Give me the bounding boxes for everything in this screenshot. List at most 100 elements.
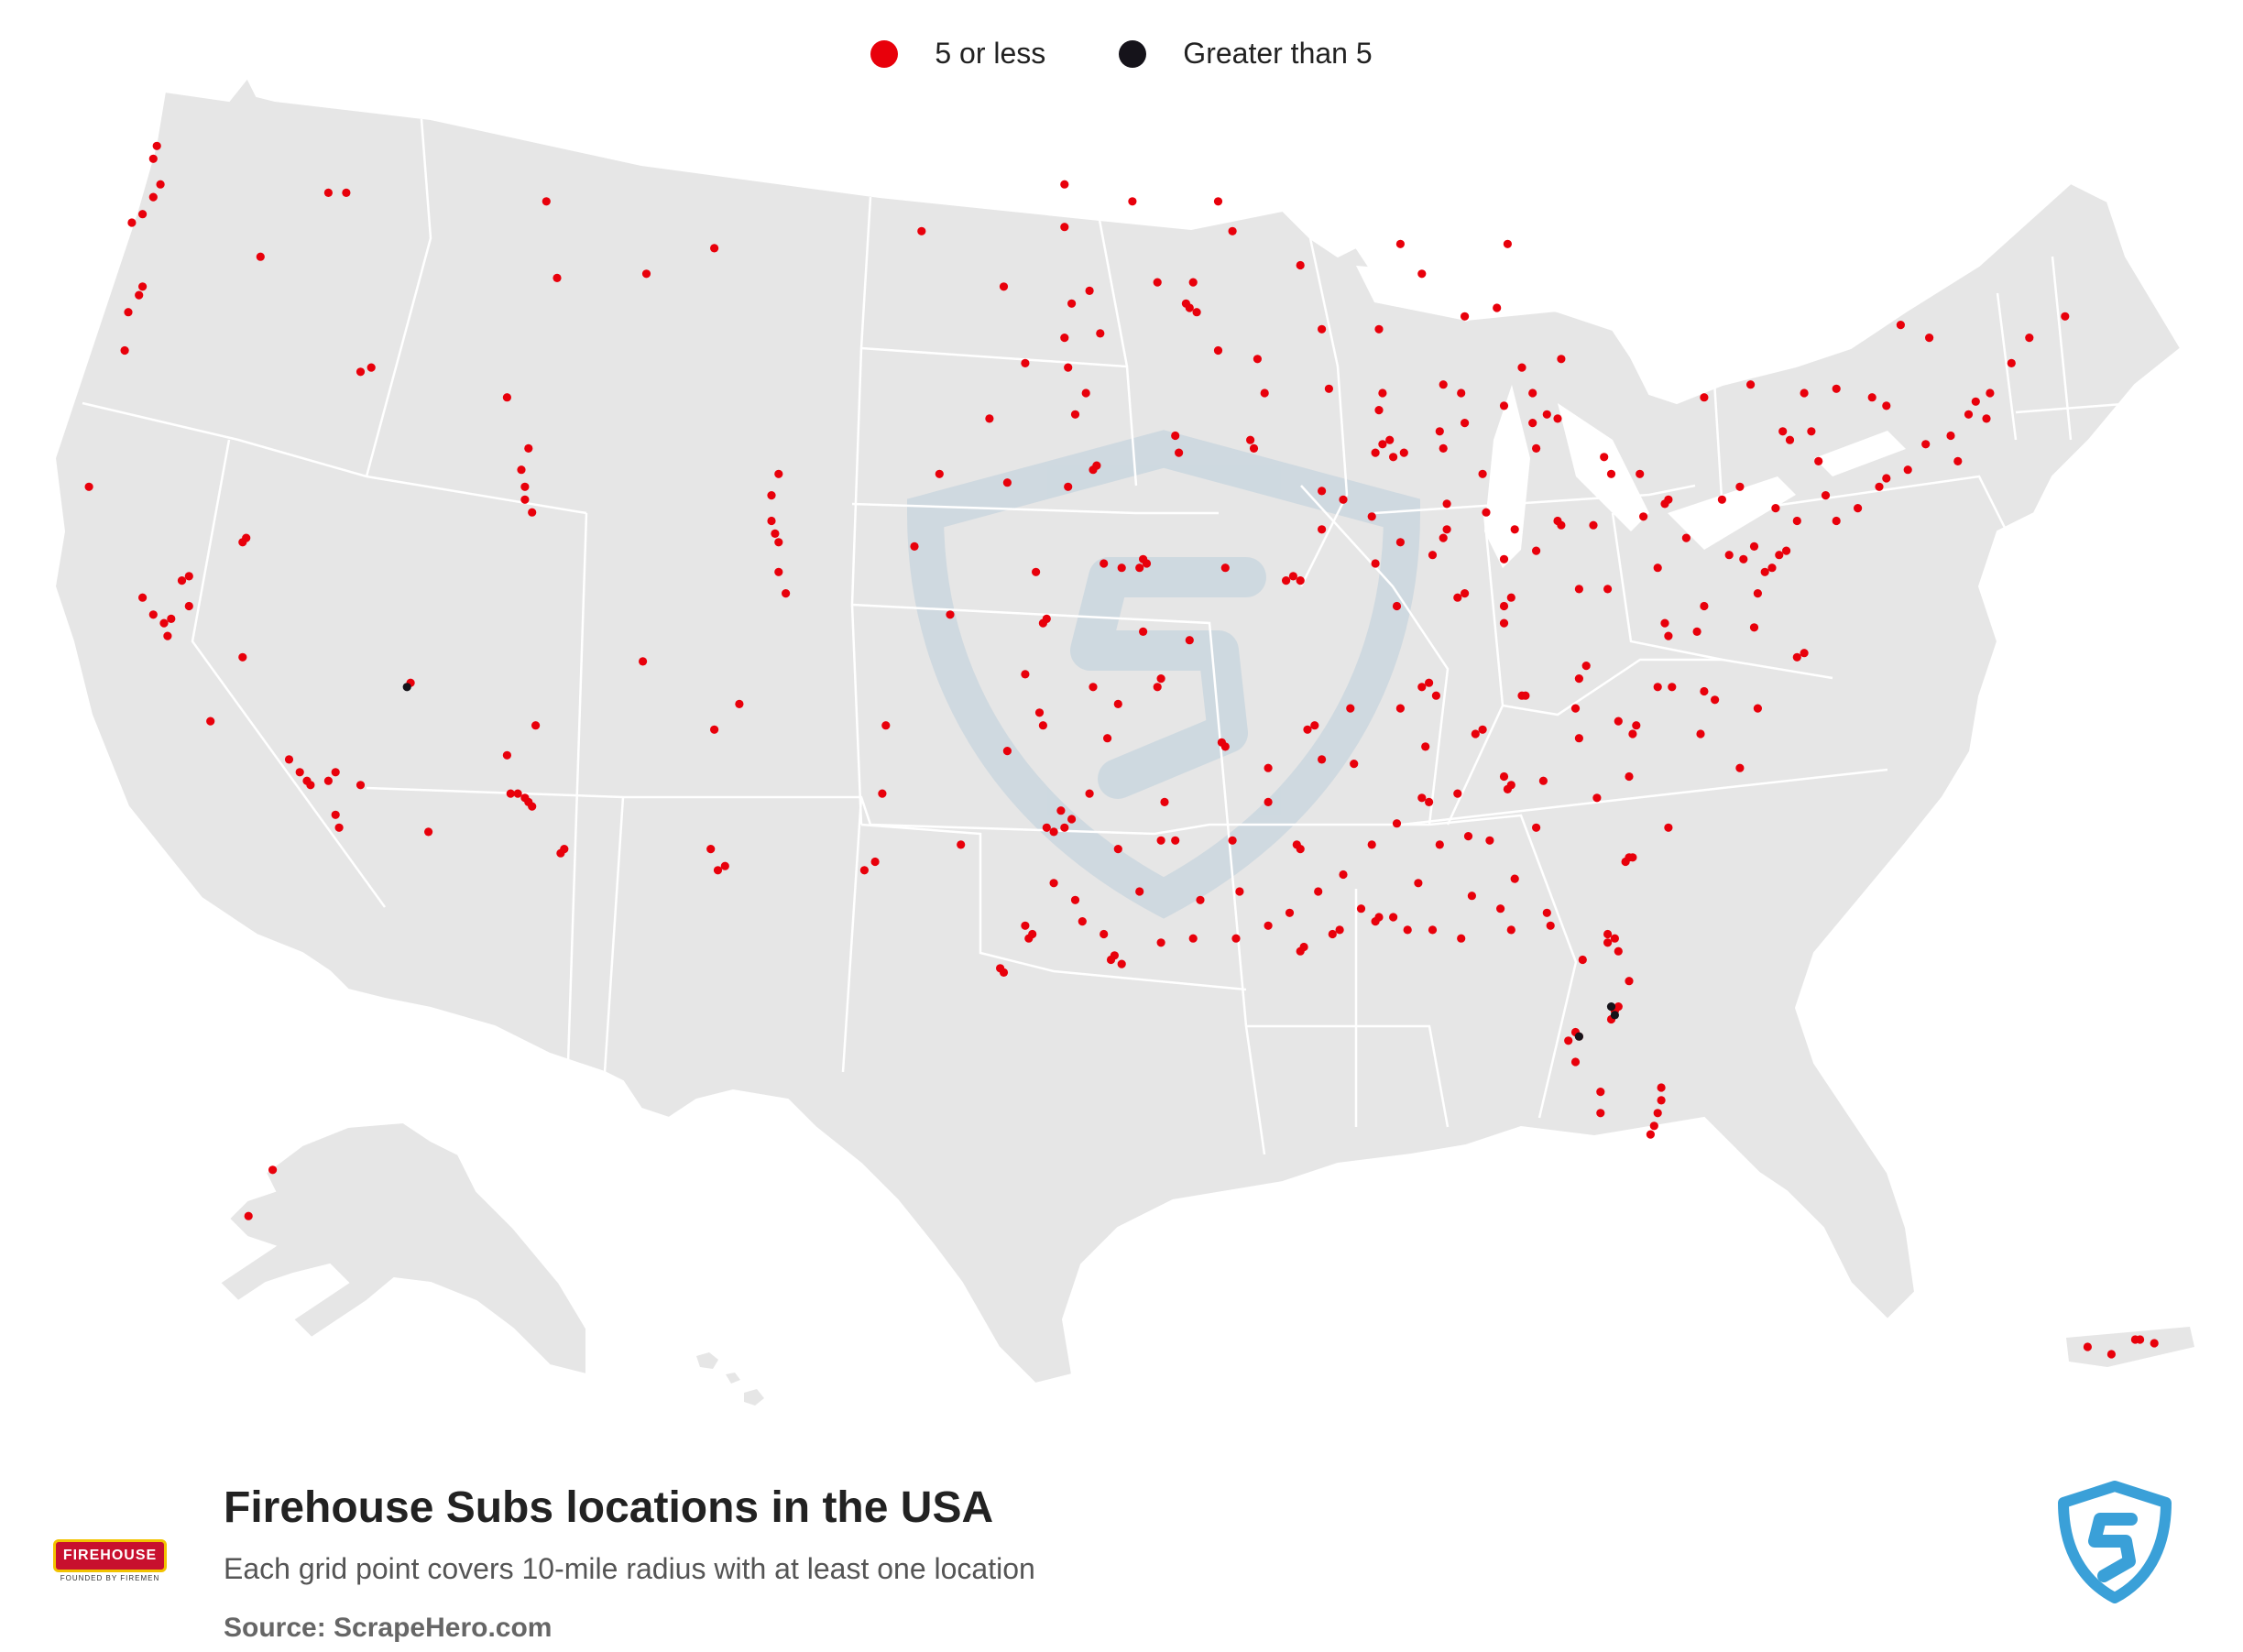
location-point-small (1395, 239, 1405, 248)
location-point-small (513, 789, 522, 798)
location-point-small (177, 576, 187, 585)
location-point-small (1175, 448, 1184, 457)
location-point-small (1521, 691, 1530, 700)
location-point-small (1463, 832, 1473, 841)
location-point-small (542, 197, 551, 206)
location-point-small (910, 542, 919, 552)
location-point-small (1392, 819, 1402, 828)
location-point-small (1399, 448, 1408, 457)
location-point-small (238, 652, 247, 662)
location-point-small (1528, 388, 1537, 398)
location-points-small (84, 141, 2159, 1359)
legend-item-large: Greater than 5 (1119, 37, 1373, 71)
location-point-small (1542, 908, 1551, 917)
location-point-small (1807, 427, 1816, 436)
location-point-small (774, 538, 783, 547)
location-point-small (1814, 456, 1823, 465)
location-point-small (1557, 355, 1566, 364)
location-point-small (502, 393, 512, 402)
location-point-small (524, 443, 533, 453)
location-point-small (1589, 520, 1598, 530)
location-point-small (1664, 495, 1673, 504)
location-point-small (1775, 551, 1784, 560)
location-point-small (2007, 358, 2016, 367)
location-point-small (641, 269, 651, 279)
location-point-small (917, 226, 926, 235)
location-point-small (138, 282, 148, 291)
location-point-small (1649, 1121, 1658, 1131)
location-point-small (1070, 895, 1080, 904)
location-point-small (1485, 836, 1494, 845)
location-point-small (127, 218, 137, 227)
location-point-small (1318, 525, 1327, 534)
location-point-small (1188, 934, 1198, 943)
location-point-small (1517, 363, 1526, 372)
location-point-small (1646, 1130, 1655, 1139)
location-point-small (1389, 453, 1398, 462)
location-point-small (1060, 823, 1069, 832)
location-point-small (1875, 482, 1884, 491)
location-point-small (1496, 904, 1505, 914)
location-point-small (1292, 840, 1301, 849)
us-map (53, 76, 2194, 1406)
location-point-small (1570, 1057, 1581, 1067)
location-point-small (1100, 929, 1109, 939)
location-point-small (1749, 542, 1759, 552)
map-subtitle: Each grid point covers 10-mile radius wi… (224, 1552, 1035, 1585)
location-point-small (1034, 708, 1045, 717)
location-point-small (1060, 180, 1069, 189)
location-point-small (1506, 781, 1515, 790)
location-point-small (1628, 853, 1637, 862)
location-point-small (1117, 959, 1126, 968)
location-point-small (1921, 440, 1931, 449)
location-point-small (1896, 321, 1905, 330)
location-point-small (1700, 393, 1709, 402)
location-point-small (242, 533, 251, 542)
location-point-small (1024, 934, 1034, 943)
location-point-small (1049, 879, 1058, 888)
location-point-small (1417, 793, 1427, 803)
location-point-small (1085, 789, 1094, 798)
location-point-small (302, 776, 312, 785)
location-point-small (1142, 559, 1152, 568)
location-point-small (1435, 427, 1444, 436)
location-point-small (148, 610, 158, 619)
location-point-small (1371, 448, 1380, 457)
location-point-small (1060, 334, 1069, 343)
location-point-small (1021, 670, 1030, 679)
location-point-small (1882, 401, 1891, 410)
location-point-small (1792, 516, 1801, 526)
location-point-small (706, 845, 716, 854)
location-point-small (1339, 870, 1348, 880)
location-point-small (1653, 563, 1662, 573)
location-point-small (1089, 465, 1098, 475)
location-point-small (767, 516, 776, 526)
location-point-small (1285, 908, 1295, 917)
location-point-small (1482, 508, 1491, 517)
scrapehero-shield-icon (2058, 1481, 2172, 1603)
location-point-small (1156, 938, 1165, 947)
location-point-small (1318, 487, 1327, 496)
location-point-small (1153, 278, 1162, 287)
location-point-small (1821, 491, 1831, 500)
location-point-small (1982, 414, 1991, 423)
firehouse-subs-logo: FIREHOUSE SUBS FOUNDED BY FIREMEN (53, 1539, 167, 1591)
location-point-small (1596, 1109, 1605, 1118)
location-point-small (1310, 721, 1319, 730)
location-point-small (1574, 585, 1583, 594)
location-point-small (1002, 747, 1012, 756)
location-point-small (1356, 904, 1366, 914)
location-point-small (771, 529, 780, 539)
location-point-small (1832, 516, 1841, 526)
location-point-small (1217, 738, 1226, 747)
location-point-small (782, 589, 791, 598)
location-point-small (1078, 917, 1087, 926)
location-point-small (135, 290, 144, 300)
location-point-small (713, 866, 723, 875)
location-point-small (1260, 388, 1269, 398)
location-point-small (1570, 704, 1581, 713)
location-point-small (1135, 563, 1144, 573)
location-point-large (402, 683, 411, 692)
map-title: Firehouse Subs locations in the USA (224, 1483, 994, 1532)
location-point-small (424, 827, 433, 837)
